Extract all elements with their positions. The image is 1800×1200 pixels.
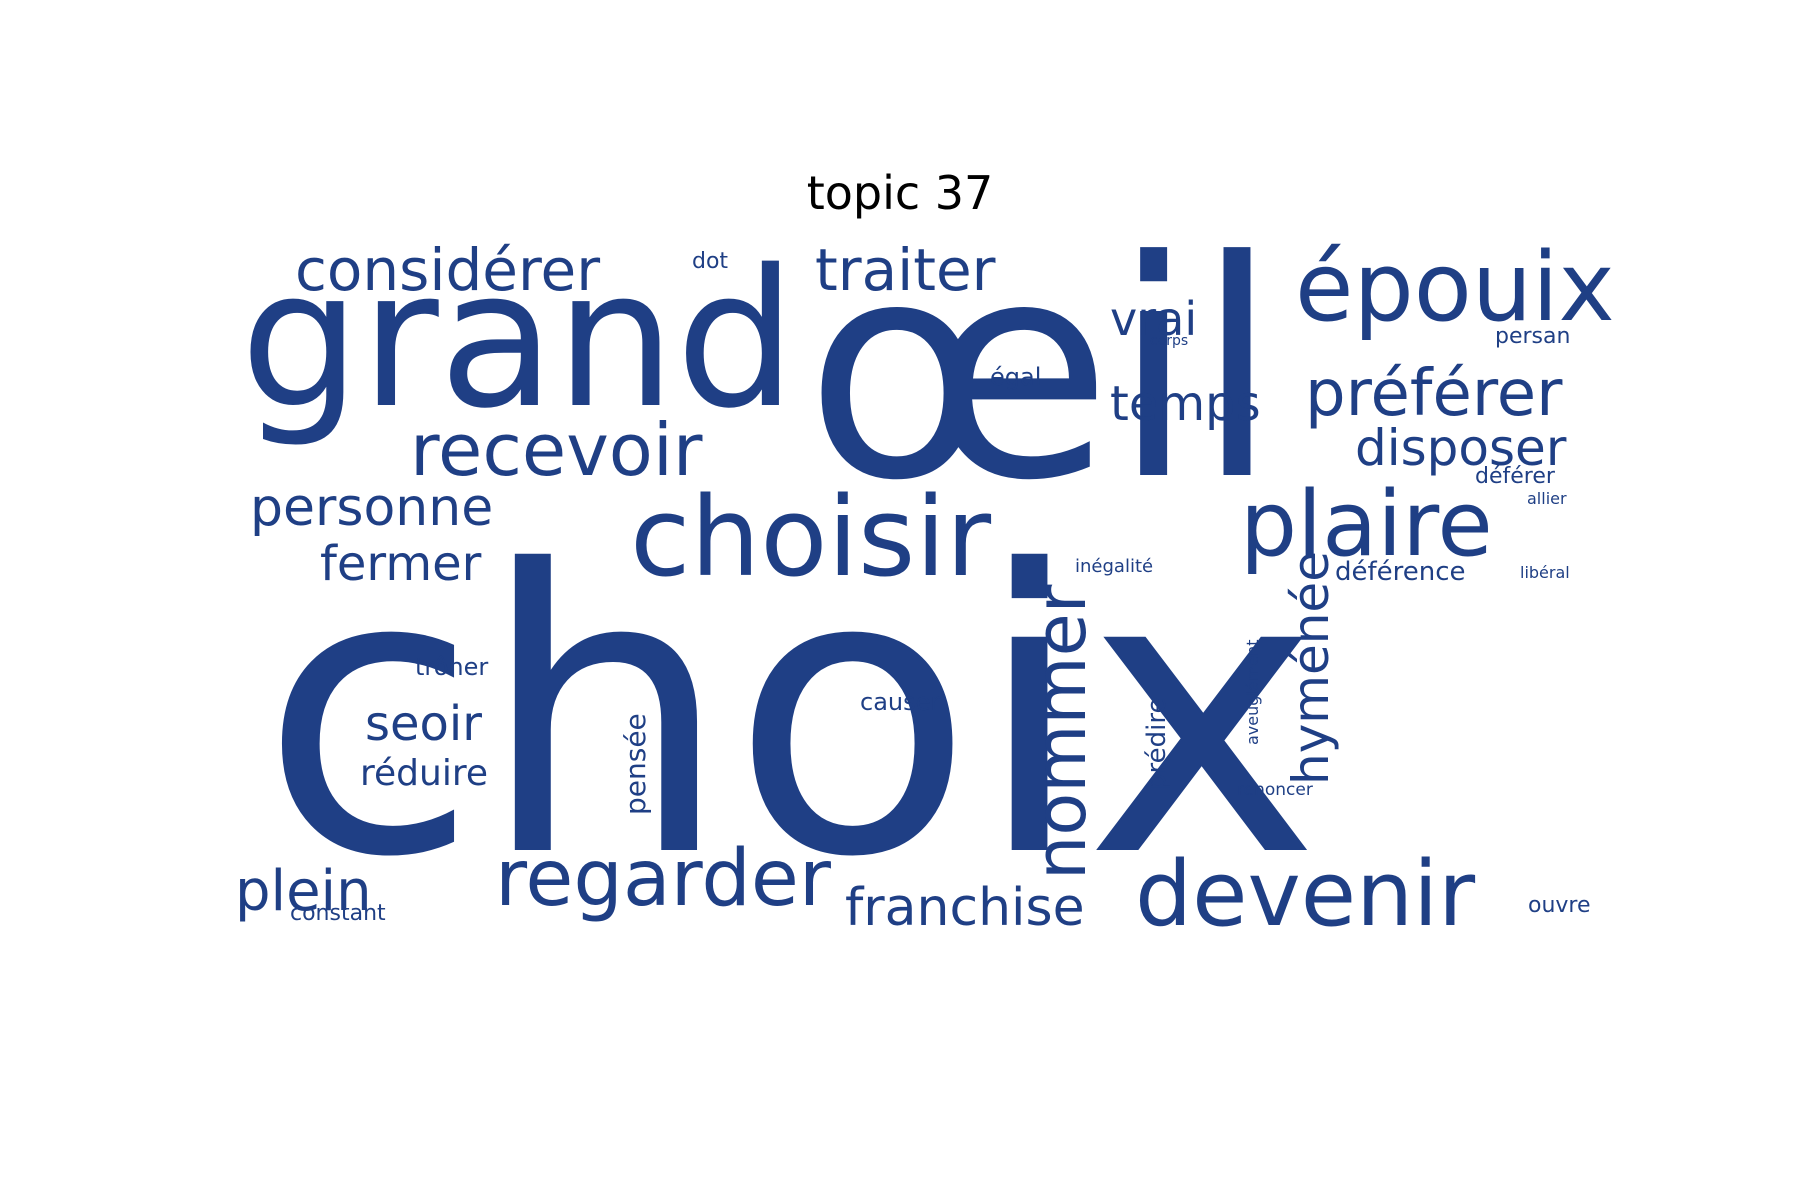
word-5: épouix — [1295, 233, 1615, 343]
word-29: trôner — [415, 653, 488, 681]
word-19: plein — [235, 859, 372, 924]
word-4: choisir — [630, 473, 992, 601]
word-28: causer — [860, 688, 940, 716]
word-36: constant — [290, 901, 386, 926]
word-12: considérer — [295, 236, 600, 304]
word-31: persan — [1495, 324, 1570, 349]
word-21: seoir — [365, 696, 482, 752]
word-11: préférer — [1305, 357, 1563, 431]
word-10: nommer — [1020, 584, 1102, 880]
word-25: prédire — [1142, 698, 1172, 790]
word-20: fermer — [320, 536, 482, 592]
word-23: réduire — [360, 753, 488, 794]
word-30: inégalité — [1075, 556, 1153, 577]
word-3: grand — [240, 229, 796, 450]
word-8: regarder — [495, 834, 832, 924]
word-35: aveuglément — [1243, 639, 1262, 745]
word-1: choix — [260, 488, 1320, 942]
word-40: libéral — [1520, 563, 1570, 582]
word-13: traiter — [815, 236, 996, 304]
word-14: personne — [250, 478, 493, 538]
word-9: recevoir — [410, 408, 703, 492]
word-34: corps — [1150, 333, 1188, 349]
word-27: déférence — [1335, 557, 1466, 587]
word-6: plaire — [1240, 472, 1493, 577]
word-33: dot — [692, 249, 728, 274]
word-22: vrai — [1110, 292, 1197, 346]
word-18: temps — [1110, 376, 1261, 432]
word-24: pensée — [619, 713, 652, 815]
word-39: allier — [1527, 489, 1567, 508]
word-7: devenir — [1135, 842, 1475, 947]
word-2: œil — [805, 197, 1279, 546]
word-15: disposer — [1355, 419, 1567, 477]
word-37: ouvre — [1528, 893, 1591, 918]
word-26: égal — [990, 363, 1041, 391]
word-17: hyménée — [1282, 551, 1340, 785]
word-16: franchise — [845, 878, 1085, 938]
figure-title: topic 37 — [806, 166, 994, 220]
word-38: renoncer — [1237, 780, 1313, 800]
word-32: déférer — [1475, 464, 1556, 489]
